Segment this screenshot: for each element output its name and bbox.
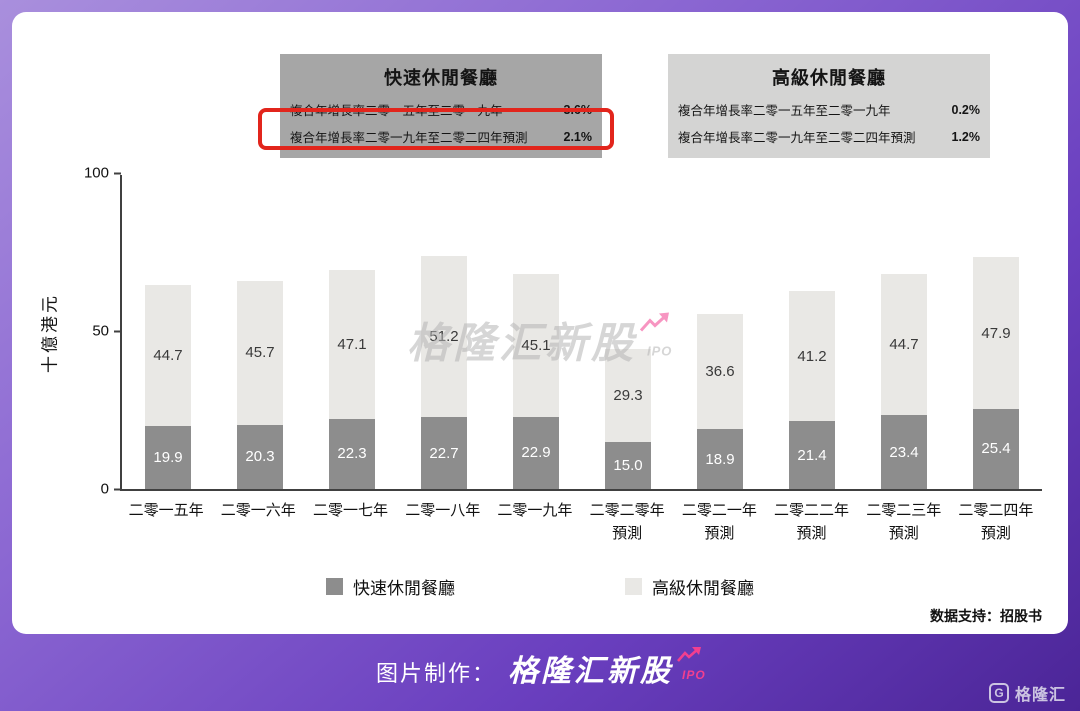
premium-casual-segment: 44.7	[145, 284, 191, 427]
premium-casual-segment: 51.2	[421, 255, 467, 418]
category-label: 二零二一年 預測	[681, 502, 757, 543]
premium-casual-segment: 45.7	[237, 280, 283, 425]
fast-casual-segment: 25.4	[973, 408, 1019, 489]
cagr-row: 複合年增長率二零一九年至二零二四年預測 1.2%	[668, 123, 990, 158]
legend-swatch-fast-casual	[326, 578, 343, 595]
info-box-premium-casual: 高級休閒餐廳 複合年增長率二零一五年至二零一九年 0.2% 複合年增長率二零一九…	[668, 54, 990, 158]
y-tick: 100	[73, 165, 121, 182]
fast-casual-segment: 22.3	[329, 418, 375, 489]
cagr-value: 0.2%	[951, 102, 981, 117]
gelonghui-logo-icon: G	[988, 683, 1009, 703]
fast-casual-segment: 19.9	[145, 426, 191, 489]
fast-casual-segment: 21.4	[789, 421, 835, 489]
legend-item-fast-casual: 快速休閒餐廳	[326, 574, 455, 599]
category-label: 二零二三年 預測	[866, 502, 942, 543]
corner-logo-text: 格隆汇	[1014, 687, 1066, 704]
y-axis-label: 十億港元	[40, 293, 60, 373]
fast-casual-segment: 20.3	[237, 424, 283, 489]
cagr-value: 1.2%	[951, 129, 981, 144]
footer-prefix: 图片制作：	[375, 661, 496, 686]
plot-area: 0 50 100 44.7 19.9 45.7 20.3 47.1 22.3 51.2 22.7 4…	[84, 165, 1042, 498]
y-tick: 0	[73, 481, 121, 498]
footer-ipo-label: IPO	[682, 668, 706, 682]
highlight-box	[258, 108, 614, 150]
fast-casual-segment: 18.9	[697, 429, 743, 489]
legend-item-premium-casual: 高級休閒餐廳	[625, 574, 754, 599]
fast-casual-segment: 22.7	[421, 417, 467, 489]
premium-casual-segment: 45.1	[513, 274, 559, 417]
cagr-row: 複合年增長率二零一九年至二零二四年預測 2.1%	[280, 123, 602, 158]
category-label: 二零一五年	[128, 502, 204, 519]
chart-card: 快速休閒餐廳 複合年增長率二零一五年至二零一九年 3.6% 複合年增長率二零一九…	[12, 12, 1068, 634]
bar-column: 29.3 15.0	[582, 349, 674, 489]
bar-column: 44.7 19.9	[122, 284, 214, 489]
category-label: 二零一九年	[497, 502, 573, 519]
fast-casual-segment: 22.9	[513, 416, 559, 489]
category-label: 二零二二年 預測	[774, 502, 850, 543]
premium-casual-segment: 29.3	[605, 349, 651, 442]
info-box-title: 高級休閒餐廳	[772, 68, 886, 88]
category-label: 二零二四年 預測	[958, 502, 1034, 543]
cagr-label: 複合年增長率二零一五年至二零一九年	[678, 104, 891, 118]
cagr-label: 複合年增長率二零一九年至二零二四年預測	[290, 131, 528, 145]
premium-casual-segment: 47.1	[329, 269, 375, 419]
category-label: 二零一八年	[405, 502, 481, 519]
footer-brand: 格隆汇新股	[508, 655, 673, 688]
y-tick: 50	[73, 323, 121, 340]
bar-column: 41.2 21.4	[766, 291, 858, 489]
premium-casual-segment: 36.6	[697, 313, 743, 430]
fast-casual-segment: 15.0	[605, 441, 651, 489]
cagr-row: 複合年增長率二零一五年至二零一九年 0.2%	[668, 96, 990, 123]
legend-label: 高級休閒餐廳	[652, 579, 754, 598]
corner-logo: G 格隆汇	[988, 681, 1066, 705]
category-label: 二零一六年	[220, 502, 296, 519]
legend: 快速休閒餐廳 高級休閒餐廳	[12, 574, 1068, 599]
footer-credit: 图片制作： 格隆汇新股 IPO	[0, 646, 1080, 690]
source-note: 数据支持：招股书	[930, 608, 1042, 624]
cagr-label: 複合年增長率二零一九年至二零二四年預測	[678, 131, 916, 145]
premium-casual-segment: 41.2	[789, 291, 835, 422]
bar-column: 47.1 22.3	[306, 269, 398, 489]
cagr-value: 2.1%	[563, 129, 593, 144]
bar-column: 47.9 25.4	[950, 257, 1042, 489]
bar-column: 51.2 22.7	[398, 255, 490, 489]
bar-column: 36.6 18.9	[674, 313, 766, 489]
footer-arrow-icon: IPO	[676, 646, 705, 682]
category-label: 二零二零年 預測	[589, 502, 665, 543]
legend-swatch-premium-casual	[625, 578, 642, 595]
premium-casual-segment: 44.7	[881, 273, 927, 416]
info-box-title: 快速休閒餐廳	[384, 68, 498, 88]
bar-column: 45.1 22.9	[490, 274, 582, 489]
premium-casual-segment: 47.9	[973, 257, 1019, 409]
bar-column: 44.7 23.4	[858, 273, 950, 489]
fast-casual-segment: 23.4	[881, 415, 927, 489]
category-labels: 二零一五年 二零一六年 二零一七年 二零一八年 二零一九年 二零二零年 預測 二零二一年 預測二…	[120, 499, 1042, 546]
category-label: 二零一七年	[313, 502, 389, 519]
bar-column: 45.7 20.3	[214, 280, 306, 489]
info-box-fast-casual: 快速休閒餐廳 複合年增長率二零一五年至二零一九年 3.6% 複合年增長率二零一九…	[280, 54, 602, 158]
bars: 44.7 19.9 45.7 20.3 47.1 22.3 51.2 22.7 45.1 22.9…	[122, 175, 1042, 489]
legend-label: 快速休閒餐廳	[353, 579, 455, 598]
